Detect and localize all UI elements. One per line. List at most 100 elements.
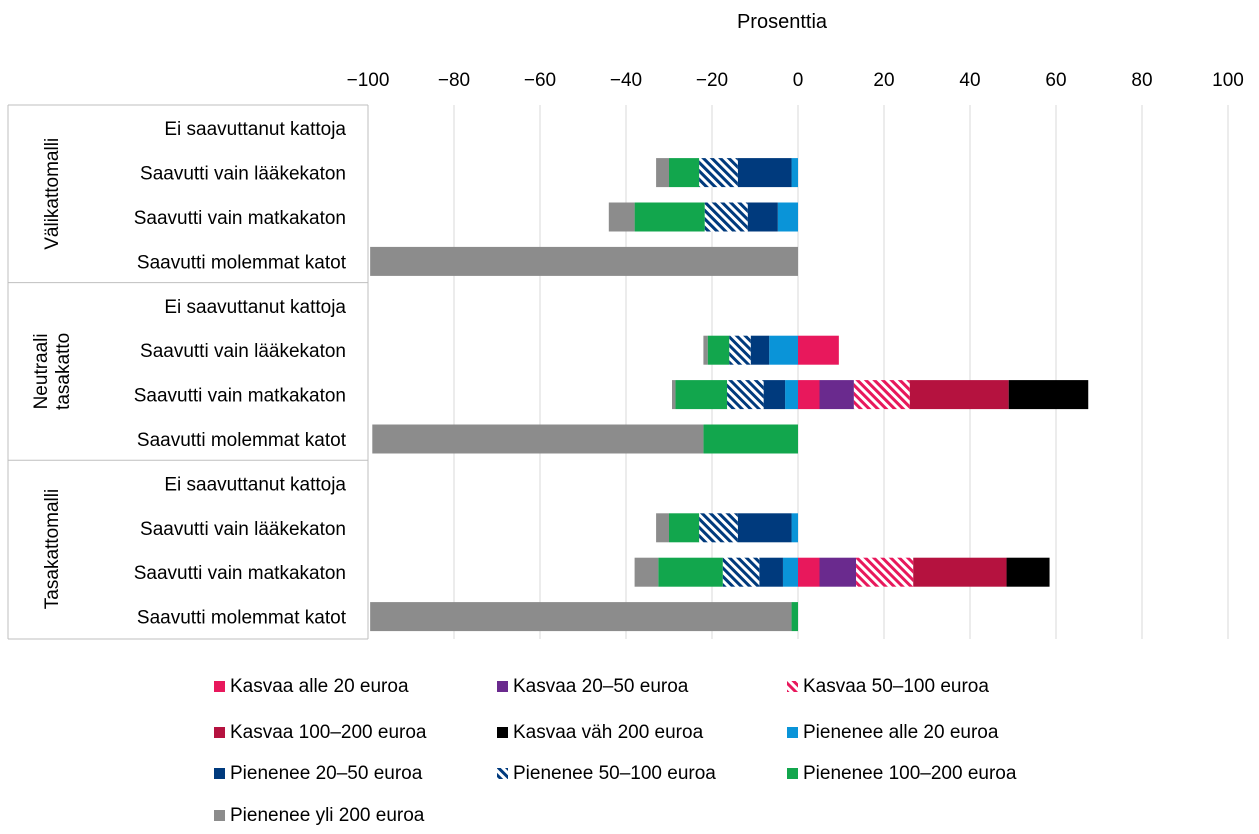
x-tick-label: −20 — [696, 70, 728, 91]
bar-segment-kasvaa-v-h-200-euroa — [1008, 380, 1089, 410]
bar-segment-pienenee-50-100-euroa — [699, 513, 738, 543]
x-axis-title: Prosenttia — [737, 11, 828, 33]
x-tick-label: 80 — [1131, 70, 1152, 91]
bar-segment-pienenee-yli-200-euroa — [372, 424, 704, 454]
category-label: Saavutti vain lääkekaton — [140, 341, 346, 362]
x-tick-label: −100 — [347, 70, 390, 91]
bar-segment-pienenee-20-50-euroa — [759, 557, 783, 587]
legend-swatch-kasvaa-v-h-200-euroa — [497, 727, 508, 738]
bar-segment-pienenee-alle-20-euroa — [782, 557, 798, 587]
bar-segment-pienenee-50-100-euroa — [722, 557, 760, 587]
bar-segment-pienenee-100-200-euroa — [675, 380, 728, 410]
category-frame — [7, 104, 369, 640]
bar-segment-pienenee-100-200-euroa — [669, 158, 700, 188]
legend-label: Pienenee yli 200 euroa — [230, 805, 425, 826]
category-label: Saavutti vain matkakaton — [134, 563, 346, 584]
bar-segment-pienenee-yli-200-euroa — [608, 202, 635, 232]
bar-segment-kasvaa-alle-20-euroa — [798, 557, 820, 587]
legend-label: Pienenee 100–200 euroa — [803, 763, 1017, 784]
gridlines — [367, 105, 1229, 639]
legend-swatch-pienenee-yli-200-euroa — [214, 810, 225, 821]
category-labels: Ei saavuttanut kattoja Saavutti vain lääk… — [134, 119, 347, 628]
bar-segment-pienenee-100-200-euroa — [669, 513, 700, 543]
bar-segment-pienenee-alle-20-euroa — [777, 202, 798, 232]
bar-segment-kasvaa-20-50-euroa — [819, 557, 857, 587]
bar-segment-pienenee-yli-200-euroa — [672, 380, 676, 410]
bar-segment-pienenee-50-100-euroa — [727, 380, 764, 410]
bar-segment-kasvaa-20-50-euroa — [819, 380, 854, 410]
bar-segment-pienenee-100-200-euroa — [658, 557, 723, 587]
legend-swatch-pienenee-alle-20-euroa — [787, 727, 798, 738]
bar-segment-pienenee-50-100-euroa — [699, 158, 738, 188]
x-tick-label: 60 — [1045, 70, 1066, 91]
legend-swatch-pienenee-100-200-euroa — [787, 768, 798, 779]
bar-segment-pienenee-100-200-euroa — [791, 602, 798, 632]
legend-label: Kasvaa 20–50 euroa — [513, 676, 689, 697]
group-label: Tasakattomalli — [42, 489, 63, 609]
bar-segment-pienenee-20-50-euroa — [750, 335, 770, 365]
bar-segment-kasvaa-alle-20-euroa — [798, 335, 839, 365]
bar-segment-pienenee-alle-20-euroa — [791, 513, 798, 543]
bar-segment-pienenee-100-200-euroa — [634, 202, 705, 232]
bar-segment-pienenee-20-50-euroa — [737, 513, 792, 543]
legend-label: Kasvaa alle 20 euroa — [230, 676, 409, 697]
legend-label: Kasvaa väh 200 euroa — [513, 722, 704, 743]
bar-segment-kasvaa-alle-20-euroa — [798, 380, 820, 410]
x-tick-label: −60 — [524, 70, 556, 91]
category-label: Ei saavuttanut kattoja — [164, 297, 346, 318]
bar-segment-pienenee-alle-20-euroa — [769, 335, 798, 365]
bar-segment-pienenee-yli-200-euroa — [703, 335, 708, 365]
bar-segment-kasvaa-v-h-200-euroa — [1006, 557, 1050, 587]
x-tick-label: 0 — [793, 70, 804, 91]
category-label: Saavutti vain matkakaton — [134, 208, 346, 229]
group-label: Välikattomalli — [42, 138, 63, 250]
category-label: Ei saavuttanut kattoja — [164, 119, 346, 140]
group-label: Neutraalitasakatto — [31, 333, 74, 410]
legend-swatch-kasvaa-20-50-euroa — [497, 681, 508, 692]
bar-segment-kasvaa-50-100-euroa — [853, 380, 910, 410]
category-label: Saavutti vain matkakaton — [134, 386, 346, 407]
bar-segment-pienenee-alle-20-euroa — [785, 380, 798, 410]
category-label: Saavutti molemmat katot — [137, 430, 347, 451]
legend-swatch-pienenee-50-100-euroa — [497, 768, 508, 779]
bar-segment-pienenee-20-50-euroa — [747, 202, 778, 232]
legend-label: Kasvaa 100–200 euroa — [230, 722, 427, 743]
x-tick-label: −80 — [438, 70, 470, 91]
group-labels: Välikattomalli Neutraalitasakatto Tasakatt… — [31, 138, 74, 609]
x-tick-label: 100 — [1212, 70, 1244, 91]
category-label: Ei saavuttanut kattoja — [164, 474, 346, 495]
legend-swatch-kasvaa-alle-20-euroa — [214, 681, 225, 692]
legend-swatch-kasvaa-100-200-euroa — [214, 727, 225, 738]
legend-swatch-pienenee-20-50-euroa — [214, 768, 225, 779]
bar-segment-pienenee-100-200-euroa — [707, 335, 730, 365]
x-tick-labels: −100 −80 −60 −40 −20 0 20 40 60 80 100 — [347, 70, 1244, 91]
bar-segment-kasvaa-50-100-euroa — [856, 557, 914, 587]
bar-segment-pienenee-20-50-euroa — [737, 158, 792, 188]
legend-label: Pienenee alle 20 euroa — [803, 722, 999, 743]
category-label: Saavutti vain lääkekaton — [140, 519, 346, 540]
legend-label: Kasvaa 50–100 euroa — [803, 676, 989, 697]
x-tick-label: 40 — [959, 70, 980, 91]
bar-segment-pienenee-100-200-euroa — [703, 424, 798, 454]
bar-segment-kasvaa-100-200-euroa — [913, 557, 1007, 587]
bar-segment-pienenee-20-50-euroa — [763, 380, 786, 410]
category-label: Saavutti molemmat katot — [137, 252, 347, 273]
bar-segment-pienenee-50-100-euroa — [704, 202, 748, 232]
legend-label: Pienenee 50–100 euroa — [513, 763, 716, 784]
bars — [370, 158, 1089, 632]
bar-segment-pienenee-yli-200-euroa — [370, 246, 798, 276]
x-tick-label: 20 — [873, 70, 894, 91]
bar-segment-pienenee-50-100-euroa — [729, 335, 751, 365]
bar-segment-pienenee-yli-200-euroa — [634, 557, 659, 587]
bar-segment-pienenee-alle-20-euroa — [791, 158, 798, 188]
category-label: Saavutti molemmat katot — [137, 608, 347, 629]
legend-label: Pienenee 20–50 euroa — [230, 763, 423, 784]
x-tick-label: −40 — [610, 70, 642, 91]
bar-segment-kasvaa-100-200-euroa — [909, 380, 1009, 410]
bar-segment-pienenee-yli-200-euroa — [656, 513, 669, 543]
category-label: Saavutti vain lääkekaton — [140, 164, 346, 185]
legend-swatch-kasvaa-50-100-euroa — [787, 681, 798, 692]
legend: Kasvaa alle 20 euroa Kasvaa 20–50 euroa Ka… — [214, 676, 1017, 826]
bar-segment-pienenee-yli-200-euroa — [370, 602, 792, 632]
